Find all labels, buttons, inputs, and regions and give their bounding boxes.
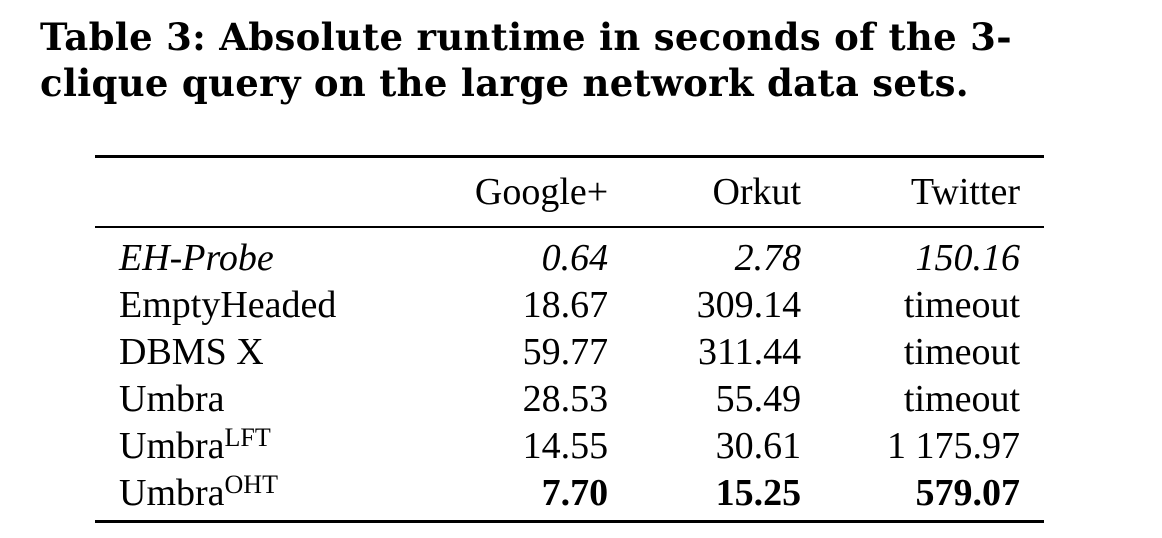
orkut-value: 2.78: [734, 236, 802, 279]
twitter-value: 579.07: [915, 471, 1021, 514]
system-label: Umbra: [119, 471, 225, 514]
table-row: EH-Probe 0.64 2.78 150.16: [95, 227, 1044, 281]
orkut-value: 55.49: [715, 377, 802, 420]
system-name: UmbraLFT: [95, 422, 475, 469]
google-plus-value: 18.67: [522, 283, 609, 326]
system-label: Umbra: [119, 377, 225, 420]
runtime-table-container: Google+ Orkut Twitter EH-Probe 0.64 2.78…: [95, 155, 1044, 523]
row-pad: [1020, 227, 1044, 281]
row-pad: [1020, 469, 1044, 522]
system-label: EmptyHeaded: [119, 283, 337, 326]
google-plus-value: 14.55: [522, 424, 609, 467]
orkut-value: 311.44: [698, 330, 802, 373]
system-name: DBMS X: [95, 328, 475, 375]
system-label: Umbra: [119, 424, 225, 467]
row-pad: [1020, 422, 1044, 469]
twitter-value: 150.16: [915, 236, 1021, 279]
system-name: UmbraOHT: [95, 469, 475, 522]
table-row: EmptyHeaded 18.67 309.14 timeout: [95, 281, 1044, 328]
row-pad: [1020, 328, 1044, 375]
table-row: UmbraOHT 7.70 15.25 579.07: [95, 469, 1044, 522]
row-pad: [1020, 281, 1044, 328]
google-plus-value: 28.53: [522, 377, 609, 420]
orkut-value: 15.25: [715, 471, 802, 514]
table-caption: Table 3: Absolute runtime in seconds of …: [40, 15, 1012, 105]
system-superscript: LFT: [224, 422, 271, 452]
column-header-twitter: Twitter: [910, 171, 1021, 213]
table-row: DBMS X 59.77 311.44 timeout: [95, 328, 1044, 375]
orkut-value: 30.61: [715, 424, 802, 467]
column-header-pad: [1020, 157, 1044, 228]
google-plus-value: 7.70: [541, 471, 609, 514]
google-plus-value: 0.64: [541, 236, 609, 279]
column-header-system: [95, 157, 475, 228]
table-header-row: Google+ Orkut Twitter: [95, 156, 1044, 228]
twitter-value: timeout: [903, 330, 1021, 373]
system-label: EH-Probe: [119, 236, 274, 279]
twitter-value: timeout: [903, 283, 1021, 326]
orkut-value: 309.14: [696, 283, 802, 326]
twitter-value: timeout: [903, 377, 1021, 420]
system-superscript: OHT: [224, 469, 278, 499]
column-header-orkut: Orkut: [712, 171, 802, 213]
system-name: EmptyHeaded: [95, 281, 475, 328]
runtime-table: Google+ Orkut Twitter EH-Probe 0.64 2.78…: [95, 155, 1044, 523]
system-name: Umbra: [95, 375, 475, 422]
table-row: Umbra 28.53 55.49 timeout: [95, 375, 1044, 422]
system-name: EH-Probe: [95, 227, 475, 281]
google-plus-value: 59.77: [522, 330, 609, 373]
row-pad: [1020, 375, 1044, 422]
column-header-google-plus: Google+: [474, 171, 609, 213]
table-row: UmbraLFT 14.55 30.61 1 175.97: [95, 422, 1044, 469]
system-label: DBMS X: [119, 330, 264, 373]
twitter-value: 1 175.97: [887, 424, 1021, 467]
